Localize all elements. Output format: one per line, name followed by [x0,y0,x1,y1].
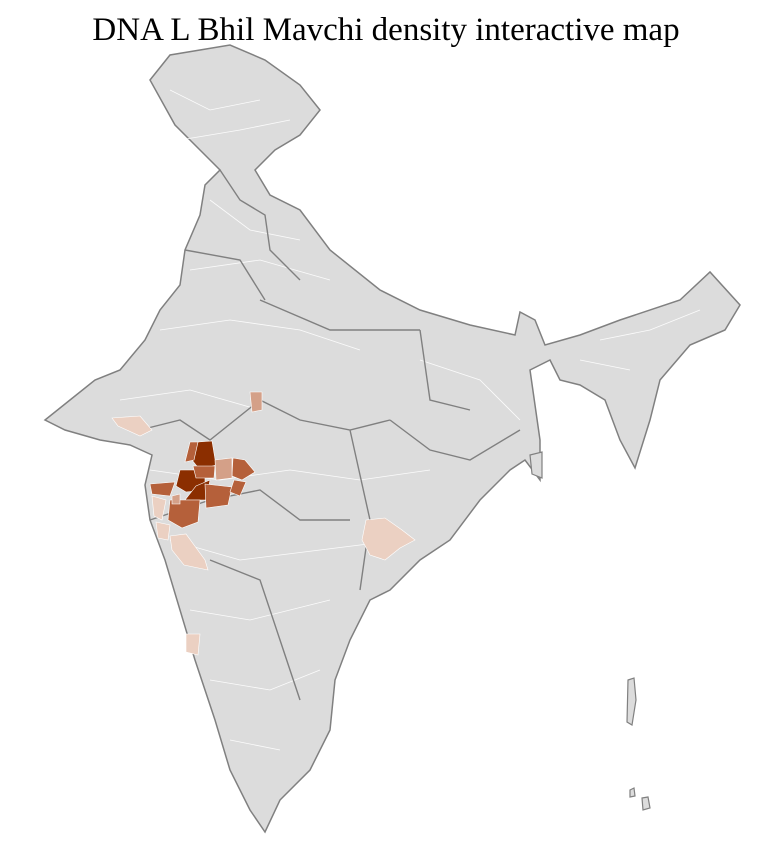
andaman-islands [626,677,637,726]
region-high [192,465,216,479]
nicobar-islands [629,787,651,811]
region-low [151,495,167,521]
density-regions [111,391,416,656]
country-outline [43,44,741,834]
india-landmass [43,44,741,834]
sundarbans-coast [529,451,543,479]
region-low [361,517,416,561]
region-low [185,633,201,656]
region-medium [249,391,263,413]
region-medium [214,457,233,481]
region-high [184,441,199,463]
district-borders [119,89,701,751]
map-title: DNA L Bhil Mavchi density interactive ma… [92,12,680,48]
region-high [167,499,201,529]
region-low [169,533,209,571]
islands [529,451,651,811]
region-high [229,479,247,497]
region-high [149,481,176,497]
region-low [155,521,171,541]
region-medium [171,493,181,505]
region-high [204,483,233,509]
region-low [111,415,153,437]
